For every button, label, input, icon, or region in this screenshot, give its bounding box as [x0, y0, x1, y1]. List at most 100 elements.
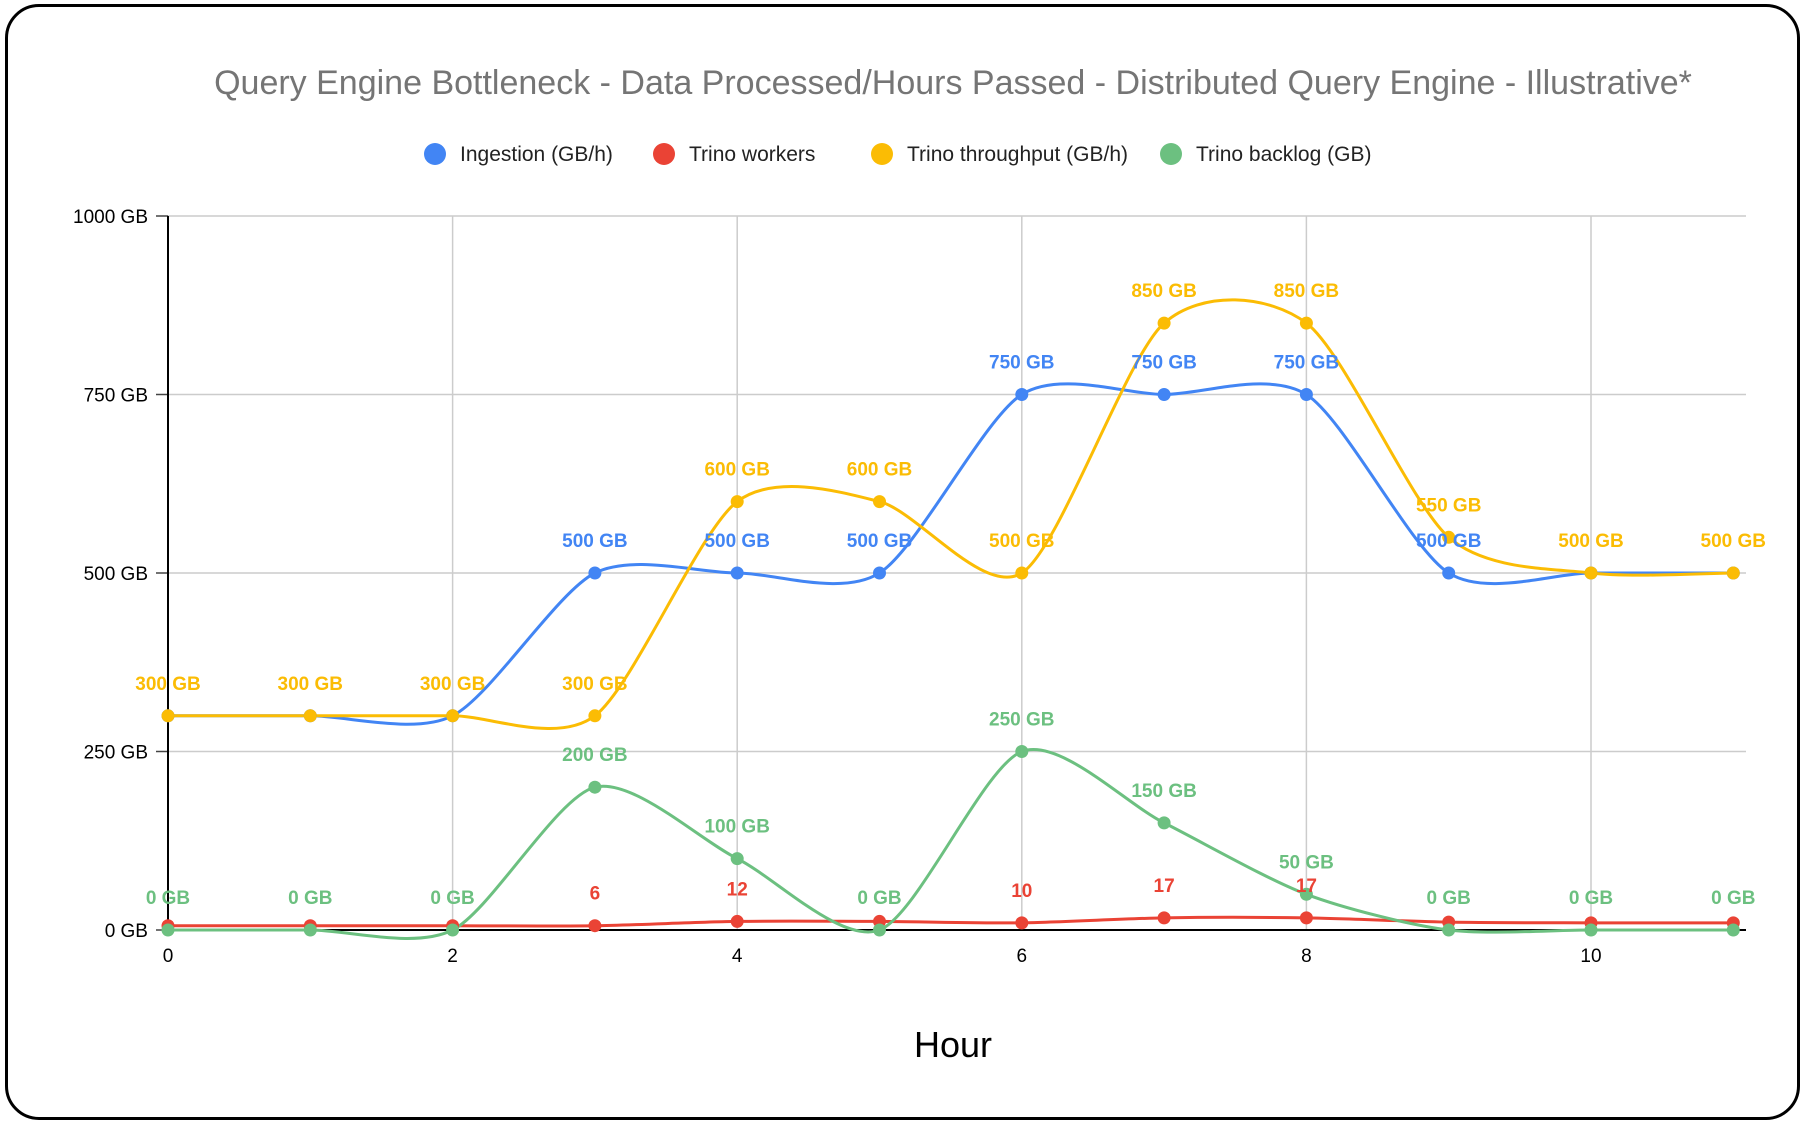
- data-point-trino-throughput-gb-h: [1299, 316, 1313, 330]
- data-point-trino-throughput-gb-h: [588, 709, 602, 723]
- data-point-trino-backlog-gb: [588, 780, 602, 794]
- data-point-ingestion-gb-h: [1299, 388, 1313, 401]
- data-label: 500 GB: [989, 531, 1054, 552]
- legend-label: Trino throughput (GB/h): [907, 143, 1128, 166]
- data-label: 0 GB: [1711, 888, 1755, 909]
- data-point-trino-workers: [588, 919, 602, 933]
- x-tick-label: 4: [732, 946, 743, 967]
- data-label: 12: [727, 879, 748, 900]
- data-point-ingestion-gb-h: [1157, 388, 1171, 401]
- y-tick-label: 1000 GB: [73, 207, 148, 228]
- data-label: 300 GB: [278, 674, 343, 695]
- legend-label: Trino backlog (GB): [1196, 143, 1371, 166]
- data-point-trino-backlog-gb: [446, 923, 460, 937]
- data-point-trino-backlog-gb: [1584, 923, 1598, 937]
- data-point-trino-workers: [1157, 911, 1171, 925]
- data-points: [161, 316, 1740, 937]
- data-label: 0 GB: [430, 888, 474, 909]
- data-label: 300 GB: [135, 674, 200, 695]
- x-tick-label: 0: [163, 946, 174, 967]
- x-axis-title: Hour: [914, 1024, 992, 1065]
- data-label: 100 GB: [704, 817, 769, 838]
- y-tick-label: 0 GB: [105, 921, 148, 942]
- data-point-trino-throughput-gb-h: [1584, 566, 1598, 580]
- data-label: 850 GB: [1274, 281, 1339, 302]
- data-label: 17: [1296, 876, 1317, 897]
- data-label: 0 GB: [146, 888, 190, 909]
- x-tick-label: 8: [1301, 946, 1312, 967]
- data-label: 500 GB: [1416, 531, 1481, 552]
- data-point-trino-backlog-gb: [1299, 887, 1313, 901]
- data-labels: 6 12 10 17 17 0 GB 0 GB 0 GB 200 GB 100 GB 0 GB 250…: [135, 281, 1766, 909]
- data-point-trino-workers: [1015, 916, 1029, 930]
- data-point-trino-throughput-gb-h: [1442, 530, 1456, 544]
- axes: 0 GB 250 GB 500 GB 750 GB 1000 GB 0 2 4 6 8 10: [73, 207, 1746, 967]
- data-label: 0 GB: [857, 888, 901, 909]
- data-label: 50 GB: [1279, 852, 1334, 873]
- x-tick-label: 6: [1017, 946, 1028, 967]
- data-point-trino-workers: [730, 914, 744, 928]
- data-point-ingestion-gb-h: [588, 566, 602, 580]
- data-label: 6: [590, 884, 601, 905]
- series-line-trino-backlog-gb: [168, 748, 1734, 940]
- data-point-trino-throughput-gb-h: [1015, 566, 1029, 580]
- data-label: 500 GB: [562, 531, 627, 552]
- data-label: 0 GB: [288, 888, 332, 909]
- data-point-trino-throughput-gb-h: [730, 495, 744, 509]
- data-label: 600 GB: [704, 460, 769, 481]
- legend-marker: [424, 143, 446, 165]
- data-point-trino-workers: [1299, 911, 1313, 925]
- data-point-trino-backlog-gb: [1015, 745, 1029, 758]
- data-point-trino-backlog-gb: [161, 923, 175, 937]
- y-tick-label: 250 GB: [84, 743, 148, 764]
- data-label: 500 GB: [704, 531, 769, 552]
- data-label: 300 GB: [420, 674, 485, 695]
- legend-marker: [1160, 143, 1182, 165]
- series-lines: [168, 298, 1734, 940]
- data-label: 17: [1154, 876, 1175, 897]
- data-point-trino-backlog-gb: [303, 923, 317, 937]
- data-point-trino-throughput-gb-h: [303, 709, 317, 723]
- data-point-ingestion-gb-h: [730, 566, 744, 580]
- data-label: 0 GB: [1427, 888, 1471, 909]
- data-point-trino-backlog-gb: [730, 852, 744, 866]
- series-line-trino-throughput-gb-h: [168, 298, 1734, 730]
- data-label: 200 GB: [562, 745, 627, 766]
- data-point-trino-throughput-gb-h: [1726, 566, 1740, 580]
- legend-label: Ingestion (GB/h): [460, 143, 613, 166]
- data-label: 250 GB: [989, 710, 1054, 731]
- data-label: 750 GB: [989, 353, 1054, 374]
- chart-title: Query Engine Bottleneck - Data Processed…: [214, 64, 1692, 102]
- data-point-trino-backlog-gb: [1442, 923, 1456, 937]
- data-label: 300 GB: [562, 674, 627, 695]
- data-label: 750 GB: [1131, 353, 1196, 374]
- data-label: 850 GB: [1131, 281, 1196, 302]
- legend-marker: [653, 143, 675, 165]
- data-point-ingestion-gb-h: [873, 566, 886, 580]
- y-tick-label: 500 GB: [84, 564, 148, 585]
- data-point-ingestion-gb-h: [1442, 566, 1456, 580]
- data-point-ingestion-gb-h: [1015, 388, 1029, 401]
- data-point-trino-backlog-gb: [1726, 923, 1740, 937]
- data-label: 0 GB: [1569, 888, 1613, 909]
- y-tick-label: 750 GB: [84, 386, 148, 407]
- data-point-trino-backlog-gb: [1157, 816, 1171, 830]
- x-tick-label: 10: [1580, 946, 1601, 967]
- data-point-trino-backlog-gb: [873, 923, 886, 937]
- data-point-trino-throughput-gb-h: [161, 709, 175, 723]
- data-label: 500 GB: [847, 531, 912, 552]
- data-label: 500 GB: [1701, 531, 1766, 552]
- data-point-trino-throughput-gb-h: [873, 495, 886, 509]
- grid-lines: [168, 215, 1746, 931]
- series-line-ingestion-gb-h: [168, 382, 1734, 726]
- legend: Ingestion (GB/h) Trino workers Trino throu…: [424, 143, 1371, 166]
- data-point-trino-throughput-gb-h: [1157, 316, 1171, 330]
- data-label: 500 GB: [1558, 531, 1623, 552]
- data-label: 150 GB: [1131, 781, 1196, 802]
- legend-marker: [871, 143, 893, 165]
- series-line-trino-workers: [168, 915, 1734, 928]
- data-label: 550 GB: [1416, 495, 1481, 516]
- x-tick-label: 2: [447, 946, 458, 967]
- data-label: 10: [1011, 881, 1032, 902]
